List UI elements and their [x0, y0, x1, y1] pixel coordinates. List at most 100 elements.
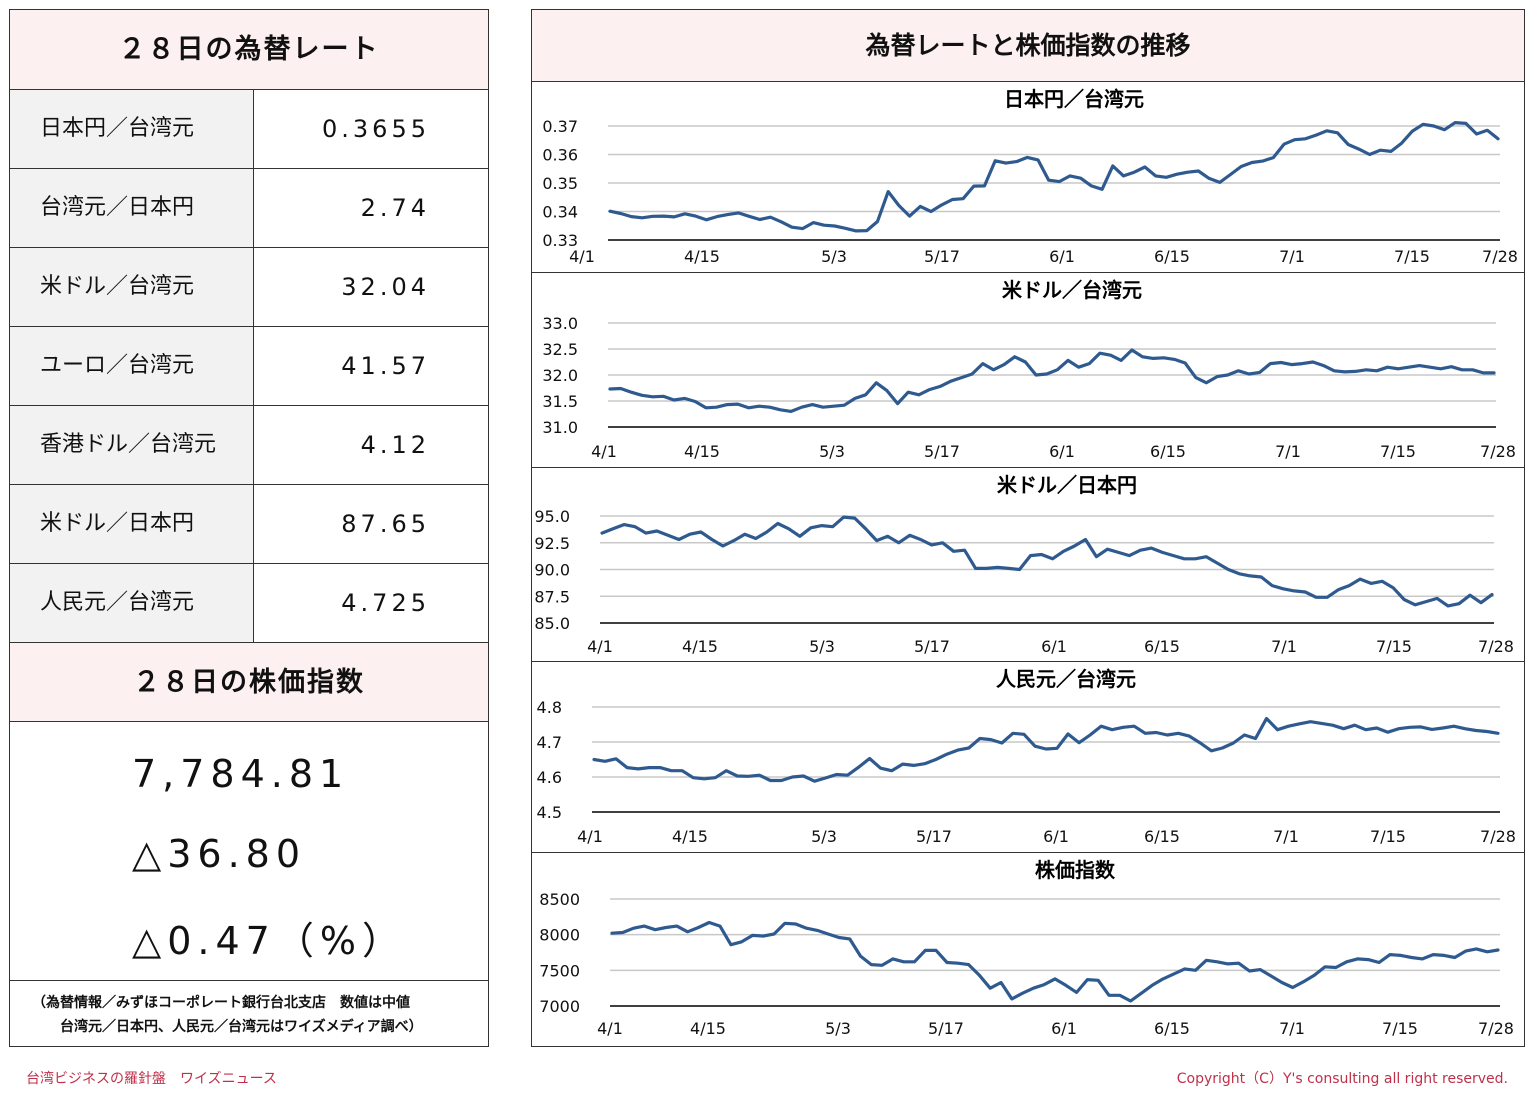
table-row: 人民元／台湾元 4.725 — [10, 564, 488, 643]
table-row: 香港ドル／台湾元 4.12 — [10, 406, 488, 485]
x-tick-label: 4/15 — [690, 1019, 726, 1038]
x-tick-label: 7/15 — [1382, 1019, 1418, 1038]
y-tick-label: 92.5 — [534, 534, 570, 553]
x-tick-label: 7/28 — [1478, 637, 1514, 656]
x-tick-label: 5/17 — [928, 1019, 964, 1038]
rate-value: 2.74 — [360, 194, 430, 222]
rate-name: 日本円／台湾元 — [10, 90, 254, 168]
y-tick-label: 8000 — [539, 926, 580, 945]
x-tick-label: 4/1 — [591, 442, 617, 461]
chart-stock-index: 株価指数 8500 8000 7500 7000 4/1 4/15 5/3 5/17 6/1 6/1… — [532, 853, 1524, 1046]
x-tick-label: 5/17 — [924, 247, 960, 266]
x-tick-label: 7/1 — [1275, 442, 1301, 461]
x-tick-label: 4/15 — [684, 247, 720, 266]
stock-value: 7,784.81 — [132, 752, 350, 796]
table-row: 台湾元／日本円 2.74 — [10, 169, 488, 248]
x-tick-label: 5/17 — [916, 827, 952, 846]
y-tick-label: 0.34 — [542, 203, 578, 222]
x-tick-label: 6/1 — [1049, 247, 1075, 266]
x-tick-label: 7/1 — [1279, 1019, 1305, 1038]
table-row: ユーロ／台湾元 41.57 — [10, 327, 488, 406]
stock-change: △36.80 — [132, 832, 307, 876]
x-tick-label: 6/1 — [1051, 1019, 1077, 1038]
y-tick-label: 32.0 — [542, 366, 578, 385]
rate-name: ユーロ／台湾元 — [10, 327, 254, 405]
chart-title: 日本円／台湾元 — [1004, 87, 1144, 111]
x-tick-label: 5/3 — [821, 247, 847, 266]
y-tick-label: 7000 — [539, 997, 580, 1016]
source-note-line1: （為替情報／みずほコーポレート銀行台北支店 数値は中値 — [32, 995, 410, 1011]
x-tick-label: 5/3 — [819, 442, 845, 461]
series-line — [592, 716, 1500, 783]
series-line — [608, 120, 1500, 233]
y-tick-label: 85.0 — [534, 614, 570, 633]
y-tick-label: 4.6 — [537, 768, 562, 787]
x-tick-label: 7/15 — [1376, 637, 1412, 656]
y-tick-label: 87.5 — [534, 587, 570, 606]
y-tick-label: 0.33 — [542, 231, 578, 250]
rate-name: 人民元／台湾元 — [10, 564, 254, 642]
rate-name: 香港ドル／台湾元 — [10, 406, 254, 484]
y-tick-label: 33.0 — [542, 314, 578, 333]
x-tick-label: 4/1 — [587, 637, 613, 656]
charts-title: 為替レートと株価指数の推移 — [532, 10, 1524, 82]
x-tick-label: 7/28 — [1482, 247, 1518, 266]
x-tick-label: 5/17 — [924, 442, 960, 461]
chart-usd-jpy: 米ドル／日本円 95.0 92.5 90.0 87.5 85.0 4/1 4/15 5/3 5/1… — [532, 468, 1524, 662]
chart-title: 米ドル／台湾元 — [1002, 278, 1142, 302]
x-tick-label: 5/3 — [809, 637, 835, 656]
x-tick-label: 4/1 — [597, 1019, 623, 1038]
rate-name: 米ドル／日本円 — [10, 485, 254, 563]
table-row: 米ドル／台湾元 32.04 — [10, 248, 488, 327]
chart-title: 人民元／台湾元 — [996, 667, 1136, 691]
y-tick-label: 0.37 — [542, 117, 578, 136]
x-tick-label: 6/1 — [1049, 442, 1075, 461]
footer-copyright: Copyright（C）Y's consulting all right res… — [1176, 1071, 1508, 1087]
rate-name: 台湾元／日本円 — [10, 169, 254, 247]
y-tick-label: 7500 — [539, 961, 580, 980]
rates-table: 日本円／台湾元 0.3655 台湾元／日本円 2.74 米ドル／台湾元 32.04 ユ… — [10, 90, 488, 643]
x-tick-label: 4/15 — [682, 637, 718, 656]
rates-title: ２８日の為替レート — [10, 10, 488, 90]
chart-jpy-twd: 日本円／台湾元 0.37 0.36 0.35 0.34 0.33 4/1 4/15 5/3 5/1… — [532, 82, 1524, 273]
x-tick-label: 6/15 — [1144, 827, 1180, 846]
charts-panel: 為替レートと株価指数の推移 日本円／台湾元 0.37 0.36 0.35 0.34 0.3… — [531, 9, 1525, 1047]
x-tick-label: 7/1 — [1279, 247, 1305, 266]
x-tick-label: 5/17 — [914, 637, 950, 656]
stock-change-pct: △0.47（%） — [132, 919, 406, 963]
x-tick-label: 7/15 — [1394, 247, 1430, 266]
y-tick-label: 0.36 — [542, 146, 578, 165]
rates-panel: ２８日の為替レート 日本円／台湾元 0.3655 台湾元／日本円 2.74 米ドル／… — [9, 9, 489, 1047]
table-row: 米ドル／日本円 87.65 — [10, 485, 488, 564]
chart-cny-twd: 人民元／台湾元 4.8 4.7 4.6 4.5 4/1 4/15 5/3 5/17 6/1 6/15… — [532, 662, 1524, 853]
y-tick-label: 0.35 — [542, 174, 578, 193]
rate-value: 4.725 — [341, 589, 430, 617]
x-tick-label: 7/28 — [1478, 1019, 1514, 1038]
footer-brand: 台湾ビジネスの羅針盤 ワイズニュース — [26, 1071, 277, 1087]
x-tick-label: 6/15 — [1154, 247, 1190, 266]
y-tick-label: 31.5 — [542, 392, 578, 411]
y-tick-label: 4.5 — [537, 803, 562, 822]
y-tick-label: 32.5 — [542, 340, 578, 359]
series-line — [608, 348, 1496, 413]
rate-value: 4.12 — [360, 431, 430, 459]
x-tick-label: 7/1 — [1273, 827, 1299, 846]
source-note-line2: 台湾元／日本円、人民元／台湾元はワイズメディア調べ） — [60, 1019, 423, 1035]
x-tick-label: 5/3 — [825, 1019, 851, 1038]
x-tick-label: 6/15 — [1150, 442, 1186, 461]
x-tick-label: 7/1 — [1271, 637, 1297, 656]
chart-title: 株価指数 — [1035, 858, 1116, 882]
y-tick-label: 95.0 — [534, 507, 570, 526]
series-line — [610, 920, 1500, 1003]
source-note: （為替情報／みずほコーポレート銀行台北支店 数値は中値 台湾元／日本円、人民元／… — [10, 980, 488, 1046]
rate-value: 32.04 — [341, 273, 430, 301]
series-line — [600, 515, 1494, 608]
rate-value: 41.57 — [341, 352, 430, 380]
x-tick-label: 7/28 — [1480, 827, 1516, 846]
x-tick-label: 4/15 — [684, 442, 720, 461]
x-tick-label: 6/1 — [1041, 637, 1067, 656]
y-tick-label: 8500 — [539, 890, 580, 909]
stock-title: ２８日の株価指数 — [10, 642, 488, 722]
chart-title: 米ドル／日本円 — [997, 473, 1137, 497]
x-tick-label: 7/15 — [1370, 827, 1406, 846]
